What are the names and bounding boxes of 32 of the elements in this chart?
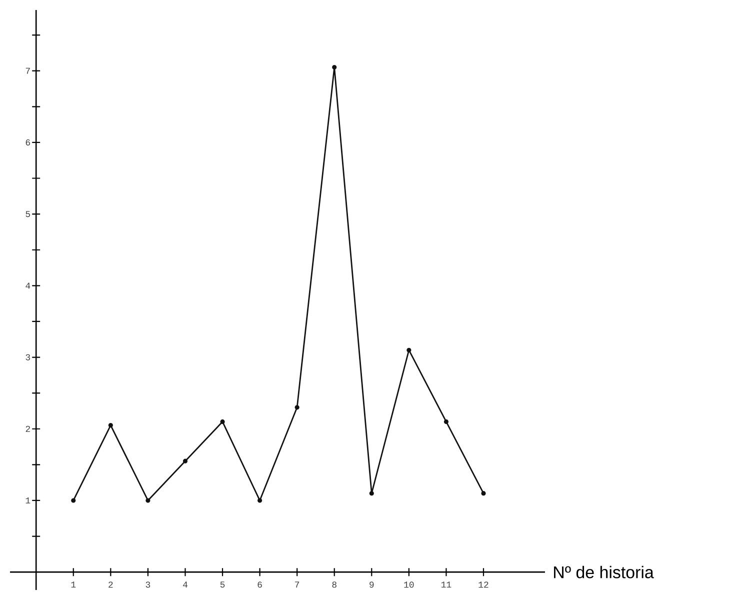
y-tick-label: 2 <box>26 426 30 432</box>
point <box>220 419 225 424</box>
x-tick-label: 5 <box>220 582 225 588</box>
point <box>444 419 448 424</box>
point <box>108 423 113 428</box>
y-tick-label: 7 <box>26 68 30 74</box>
x-axis-title: Nº de historia <box>554 566 654 578</box>
x-tick-label: 4 <box>182 582 188 588</box>
point <box>294 405 300 410</box>
y-tick-label: 6 <box>26 139 30 146</box>
point <box>258 498 262 503</box>
x-tick-label: 3 <box>146 582 150 588</box>
y-tick-label: 3 <box>26 354 30 360</box>
x-tick-label: 1 <box>71 582 76 588</box>
x-tick-label: 6 <box>258 582 262 588</box>
point <box>369 491 374 496</box>
x-tick-label: 12 <box>478 582 488 588</box>
point <box>481 491 486 496</box>
point <box>406 348 412 352</box>
x-tick-label: 2 <box>108 582 113 588</box>
y-tick-label: 4 <box>26 282 30 289</box>
y-tick-label: 1 <box>26 498 30 504</box>
x-tick-label: 8 <box>332 582 336 588</box>
x-tick-label: 7 <box>295 582 300 588</box>
x-tick-label: 11 <box>441 582 452 588</box>
x-tick-label: 9 <box>370 582 374 588</box>
x-tick-label: 10 <box>404 582 414 588</box>
point <box>182 458 188 464</box>
y-tick-label: 5 <box>26 211 30 218</box>
point <box>146 498 150 503</box>
point <box>71 498 76 503</box>
point <box>332 64 337 70</box>
